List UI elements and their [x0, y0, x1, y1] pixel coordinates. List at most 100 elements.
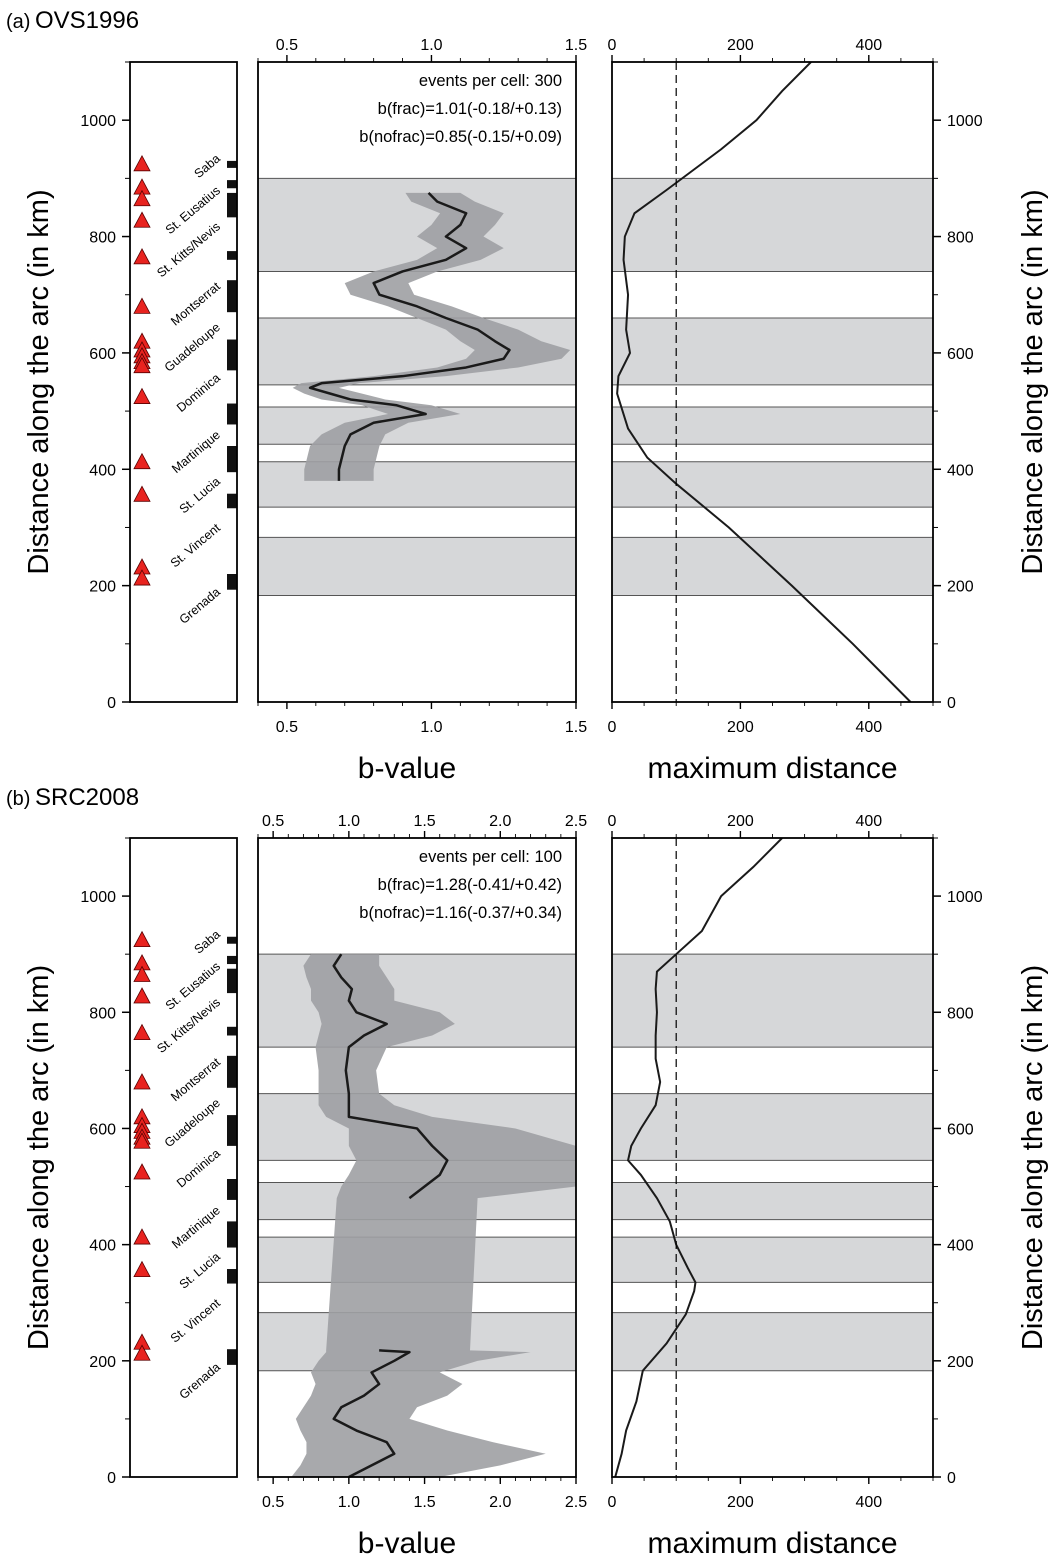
- island-label: Grenada: [177, 1360, 223, 1402]
- y-tick-label-right: 800: [947, 230, 974, 247]
- island-panel-frame: [129, 837, 238, 1478]
- bvalue-tick-label-bottom: 2.0: [489, 1494, 511, 1511]
- island-bar: [227, 280, 237, 313]
- y-tick-label-left: 600: [89, 1121, 116, 1138]
- bvalue-tick-label-bottom: 0.5: [276, 719, 298, 736]
- segment-band: [612, 1093, 933, 1161]
- volcano-triangle: [133, 1163, 151, 1180]
- maxdist-tick-label-top: 0: [608, 813, 617, 830]
- island-panel-frame: [129, 61, 238, 703]
- bvalue-uncertainty: [292, 192, 571, 481]
- y-tick-label-right: 600: [947, 346, 974, 363]
- volcano-triangle: [133, 1228, 151, 1245]
- volcano-triangle: [133, 987, 151, 1004]
- y-tick-label-right: 0: [947, 1470, 956, 1487]
- segment-band: [612, 954, 933, 1048]
- island-bar: [227, 936, 237, 944]
- island-bar: [227, 1178, 237, 1200]
- segment-band: [258, 537, 576, 596]
- y-axis-label-right: Distance along the arc (in km): [1017, 189, 1049, 574]
- island-bar: [227, 1026, 237, 1036]
- island-bar: [227, 955, 237, 965]
- bvalue-tick-label-top: 1.5: [565, 37, 587, 54]
- island-label: Martinique: [169, 428, 223, 476]
- bvalue-axis-label: b-value: [358, 752, 456, 785]
- island-label: Guadeloupe: [162, 1096, 223, 1151]
- maxdist-tick-label-top: 200: [727, 37, 754, 54]
- panel-ovs1996: (a) OVS1996 Distance along the arc (in km)…: [6, 7, 1049, 785]
- segment-band: [612, 537, 933, 596]
- maxdist-tick-label-top: 400: [855, 813, 882, 830]
- island-label: Dominica: [174, 371, 223, 415]
- bvalue-panel-frame: [257, 837, 577, 1478]
- maxdist-tick-label-bottom: 400: [855, 1494, 882, 1511]
- volcano-triangle: [133, 211, 151, 228]
- y-tick-label-right: 400: [947, 462, 974, 479]
- island-bar: [227, 1055, 237, 1088]
- stats-events-per-cell: events per cell: 300: [419, 72, 562, 90]
- island-bar: [227, 493, 237, 509]
- segment-band: [612, 178, 933, 272]
- y-tick-label-left: 1000: [80, 113, 116, 130]
- maxdist-curve: [614, 838, 783, 1477]
- y-tick-label-left: 800: [89, 230, 116, 247]
- stats-b-nofrac: b(nofrac)=0.85(-0.15/+0.09): [359, 128, 562, 146]
- volcano-triangle: [133, 965, 151, 982]
- island-label: St. Lucia: [177, 1250, 223, 1292]
- y-tick-label-right: 1000: [947, 889, 983, 906]
- bvalue-tick-label-top: 2.5: [565, 813, 587, 830]
- island-bar: [227, 574, 237, 590]
- maxdist-tick-label-bottom: 0: [608, 1494, 617, 1511]
- y-tick-label-left: 600: [89, 346, 116, 363]
- bvalue-tick-label-top: 2.0: [489, 813, 511, 830]
- maxdist-tick-label-bottom: 200: [727, 719, 754, 736]
- bvalue-curve: [332, 1349, 411, 1479]
- volcano-triangle: [133, 356, 151, 374]
- y-axis-label-left: Distance along the arc (in km): [23, 189, 55, 574]
- y-tick-label-right: 800: [947, 1005, 974, 1022]
- island-bar: [227, 446, 237, 473]
- island-bar: [227, 1269, 237, 1284]
- island-bar: [227, 160, 237, 168]
- volcano-triangle: [133, 1132, 151, 1149]
- bvalue-tick-label-top: 0.5: [262, 813, 284, 830]
- panel-title: SRC2008: [35, 784, 139, 811]
- island-bar: [227, 192, 237, 218]
- maxdist-tick-label-top: 400: [855, 37, 882, 54]
- bvalue-tick-label-bottom: 1.0: [338, 1494, 360, 1511]
- y-tick-label-right: 1000: [947, 113, 983, 130]
- bvalue-uncertainty: [291, 954, 576, 1477]
- segment-band: [612, 407, 933, 445]
- y-tick-label-left: 1000: [80, 889, 116, 906]
- y-axis-label-right: Distance along the arc (in km): [1017, 965, 1049, 1350]
- island-label: Saba: [192, 927, 223, 957]
- bvalue-panel-frame: [257, 61, 577, 703]
- y-tick-label-right: 400: [947, 1238, 974, 1255]
- panel-tag: (b): [6, 788, 30, 810]
- stats-b-frac: b(frac)=1.01(-0.18/+0.13): [378, 100, 562, 118]
- volcano-triangle: [133, 248, 151, 265]
- y-tick-label-right: 600: [947, 1121, 974, 1138]
- maxdist-axis-label: maximum distance: [647, 752, 897, 785]
- bvalue-tick-label-bottom: 1.0: [420, 719, 442, 736]
- volcano-triangle: [133, 485, 151, 502]
- volcano-triangle: [133, 1023, 151, 1041]
- segment-band: [612, 318, 933, 385]
- volcano-triangle: [133, 387, 151, 404]
- bvalue-tick-label-bottom: 1.5: [565, 719, 587, 736]
- stats-b-nofrac: b(nofrac)=1.16(-0.37/+0.34): [359, 904, 562, 922]
- volcano-triangle: [133, 154, 151, 172]
- volcano-triangle: [133, 452, 151, 470]
- maxdist-curve: [616, 62, 912, 702]
- maxdist-tick-label-bottom: 200: [727, 1494, 754, 1511]
- segment-band: [258, 178, 576, 272]
- island-bar: [227, 251, 237, 260]
- y-tick-label-right: 0: [947, 695, 956, 712]
- island-bar: [227, 1349, 237, 1365]
- volcano-triangle: [133, 1344, 151, 1361]
- maxdist-axis-label: maximum distance: [647, 1527, 897, 1560]
- panel-src2008: (b) SRC2008 Distance along the arc (in km)…: [6, 784, 1049, 1560]
- island-label: Montserrat: [168, 279, 223, 328]
- stats-events-per-cell: events per cell: 100: [419, 848, 562, 866]
